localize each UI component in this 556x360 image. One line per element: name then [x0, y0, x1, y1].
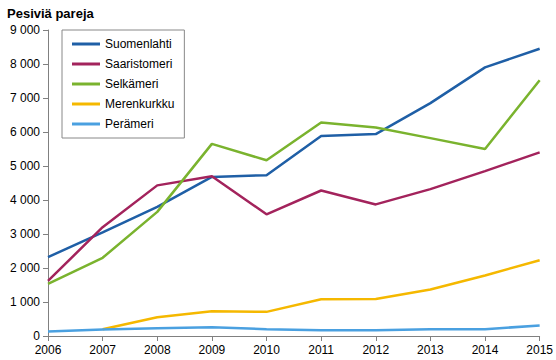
svg-text:0: 0 [33, 329, 40, 343]
svg-text:5 000: 5 000 [10, 159, 40, 173]
svg-text:7 000: 7 000 [10, 91, 40, 105]
svg-text:8 000: 8 000 [10, 57, 40, 71]
svg-text:2 000: 2 000 [10, 261, 40, 275]
svg-text:4 000: 4 000 [10, 193, 40, 207]
svg-text:2015: 2015 [526, 343, 553, 357]
svg-text:2010: 2010 [253, 343, 280, 357]
svg-text:2014: 2014 [472, 343, 499, 357]
svg-text:1 000: 1 000 [10, 295, 40, 309]
svg-text:Suomenlahti: Suomenlahti [105, 37, 172, 51]
svg-text:2009: 2009 [199, 343, 226, 357]
svg-text:2006: 2006 [35, 343, 62, 357]
svg-text:2007: 2007 [89, 343, 116, 357]
svg-text:2012: 2012 [362, 343, 389, 357]
svg-text:Perämeri: Perämeri [105, 117, 154, 131]
svg-text:Saaristomeri: Saaristomeri [105, 57, 172, 71]
svg-text:Merenkurkku: Merenkurkku [105, 97, 174, 111]
svg-text:2011: 2011 [308, 343, 334, 357]
svg-text:3 000: 3 000 [10, 227, 40, 241]
svg-text:Pesiviä pareja: Pesiviä pareja [7, 6, 94, 21]
svg-text:Selkämeri: Selkämeri [105, 77, 158, 91]
svg-text:9 000: 9 000 [10, 23, 40, 37]
svg-text:6 000: 6 000 [10, 125, 40, 139]
svg-text:2008: 2008 [144, 343, 171, 357]
svg-text:2013: 2013 [417, 343, 444, 357]
